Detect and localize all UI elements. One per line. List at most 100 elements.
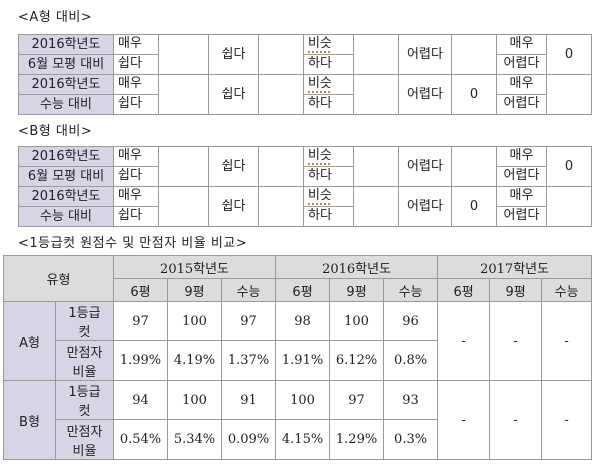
- table-cell: 6.12%: [329, 340, 385, 381]
- type-label: A형: [3, 301, 56, 381]
- table-cell: -: [489, 301, 543, 381]
- very-easy-cell: 쉽다: [113, 54, 159, 75]
- table-row: A형 1등급 컷 97 100 97 98 100 96 - - -: [3, 301, 593, 381]
- perfect-label: 만점자 비율: [54, 340, 115, 381]
- similar-cell: 하다: [303, 206, 354, 227]
- row-label: 수능 대비: [18, 94, 114, 115]
- table-cell: 97: [329, 380, 385, 420]
- table-cell: 97: [113, 301, 169, 341]
- b-compare-caption: <B형 대비>: [18, 124, 93, 139]
- value-cell: 0: [451, 74, 497, 115]
- row-label: 2016학년도: [18, 186, 114, 207]
- empty-cell: [258, 74, 304, 115]
- empty-cell: [158, 34, 209, 75]
- type-label: B형: [3, 380, 56, 460]
- grade-compare-caption: <1등급컷 원점수 및 만점자 비율 비교>: [18, 236, 248, 251]
- table-cell: 100: [275, 380, 331, 420]
- row-label: 2016학년도: [18, 74, 114, 95]
- table-cell: 0.3%: [383, 419, 439, 460]
- exam-header: 9평: [489, 278, 543, 302]
- exam-header: 수능: [221, 278, 277, 302]
- similar-cell: 하다: [303, 54, 354, 75]
- table-row: 만점자 비율 1.99% 4.19% 1.37% 1.91% 6.12% 0.8%: [4, 340, 592, 381]
- empty-cell: [258, 34, 304, 75]
- row-label: 2016학년도: [18, 34, 114, 55]
- table-cell: 0.54%: [113, 419, 169, 460]
- table-cell: 1.29%: [329, 419, 385, 460]
- exam-header: 6평: [113, 278, 169, 302]
- very-easy-cell: 매우: [113, 146, 159, 167]
- value-cell: 0: [451, 186, 497, 227]
- table-cell: 0.09%: [221, 419, 277, 460]
- table-row: 만점자 비율 0.54% 5.34% 0.09% 4.15% 1.29% 0.3%: [4, 419, 592, 460]
- row-label: 6월 모평 대비: [18, 166, 114, 187]
- similar-cell: 비슷: [303, 74, 354, 95]
- easy-cell: 쉽다: [208, 146, 259, 187]
- hard-cell: 어렵다: [398, 74, 452, 115]
- exam-header: 9평: [167, 278, 223, 302]
- b-compare-row-cont: 6월 모평 대비 쉽다 하다 어렵다: [18, 166, 592, 187]
- table-cell: 1.91%: [275, 340, 331, 381]
- row-label: 수능 대비: [18, 206, 114, 227]
- grade-header-years: 유형 2015학년도 2016학년도 2017학년도: [2, 255, 593, 302]
- table-row: B형 1등급 컷 94 100 91 100 97 93 - - -: [3, 380, 593, 460]
- hard-cell: 어렵다: [398, 34, 452, 75]
- easy-cell: 쉽다: [208, 74, 259, 115]
- similar-cell: 하다: [303, 94, 354, 115]
- table-cell: 1.99%: [113, 340, 169, 381]
- very-easy-cell: 쉽다: [113, 206, 159, 227]
- similar-cell: 하다: [303, 166, 354, 187]
- cut-label: 1등급 컷: [54, 301, 115, 341]
- very-hard-cell: 어렵다: [496, 206, 547, 227]
- perfect-label: 만점자 비율: [54, 419, 115, 460]
- b-compare-row-cont: 수능 대비 쉽다 하다 어렵다: [18, 206, 592, 227]
- very-easy-cell: 매우: [113, 34, 159, 55]
- grade-header-exams: 6평 9평 수능 6평 9평 수능 6평 9평 수능: [4, 278, 593, 302]
- table-cell: 100: [329, 301, 385, 341]
- easy-cell: 쉽다: [208, 34, 259, 75]
- value-cell: [546, 186, 592, 227]
- empty-cell: [353, 34, 399, 75]
- very-hard-cell: 어렵다: [496, 94, 547, 115]
- b-compare-table: 2016학년도 매우 쉽다 비슷 어렵다 매우 0 6월 모평 대비 쉽다 하다…: [18, 146, 592, 227]
- table-cell: 100: [167, 380, 223, 420]
- empty-cell: [158, 146, 209, 187]
- year-header: 2016학년도: [275, 255, 439, 279]
- value-cell: 0: [546, 146, 592, 187]
- table-cell: 1.37%: [221, 340, 277, 381]
- very-easy-cell: 쉽다: [113, 94, 159, 115]
- empty-cell: [353, 146, 399, 187]
- similar-cell: 비슷: [303, 34, 354, 55]
- exam-header: 수능: [541, 278, 593, 302]
- value-cell: [546, 74, 592, 115]
- exam-header: 수능: [383, 278, 439, 302]
- a-compare-row-cont: 수능 대비 쉽다 하다 어렵다: [18, 94, 592, 115]
- exam-header: 9평: [329, 278, 385, 302]
- value-cell: [451, 34, 497, 75]
- table-cell: -: [437, 380, 491, 460]
- similar-cell: 비슷: [303, 186, 354, 207]
- cut-label: 1등급 컷: [54, 380, 115, 420]
- table-cell: 93: [383, 380, 439, 420]
- table-cell: -: [489, 380, 543, 460]
- very-hard-cell: 매우: [496, 186, 547, 207]
- table-cell: 96: [383, 301, 439, 341]
- empty-cell: [353, 74, 399, 115]
- very-easy-cell: 매우: [113, 74, 159, 95]
- empty-cell: [158, 74, 209, 115]
- easy-cell: 쉽다: [208, 186, 259, 227]
- table-cell: 4.15%: [275, 419, 331, 460]
- row-label: 6월 모평 대비: [18, 54, 114, 75]
- table-cell: 94: [113, 380, 169, 420]
- table-cell: 91: [221, 380, 277, 420]
- table-cell: -: [541, 301, 593, 381]
- table-cell: 5.34%: [167, 419, 223, 460]
- very-easy-cell: 쉽다: [113, 166, 159, 187]
- hard-cell: 어렵다: [398, 146, 452, 187]
- year-header: 2017학년도: [437, 255, 593, 279]
- type-header: 유형: [2, 255, 115, 302]
- very-hard-cell: 매우: [496, 34, 547, 55]
- hard-cell: 어렵다: [398, 186, 452, 227]
- a-compare-row-cont: 6월 모평 대비 쉽다 하다 어렵다: [18, 54, 592, 75]
- table-cell: -: [437, 301, 491, 381]
